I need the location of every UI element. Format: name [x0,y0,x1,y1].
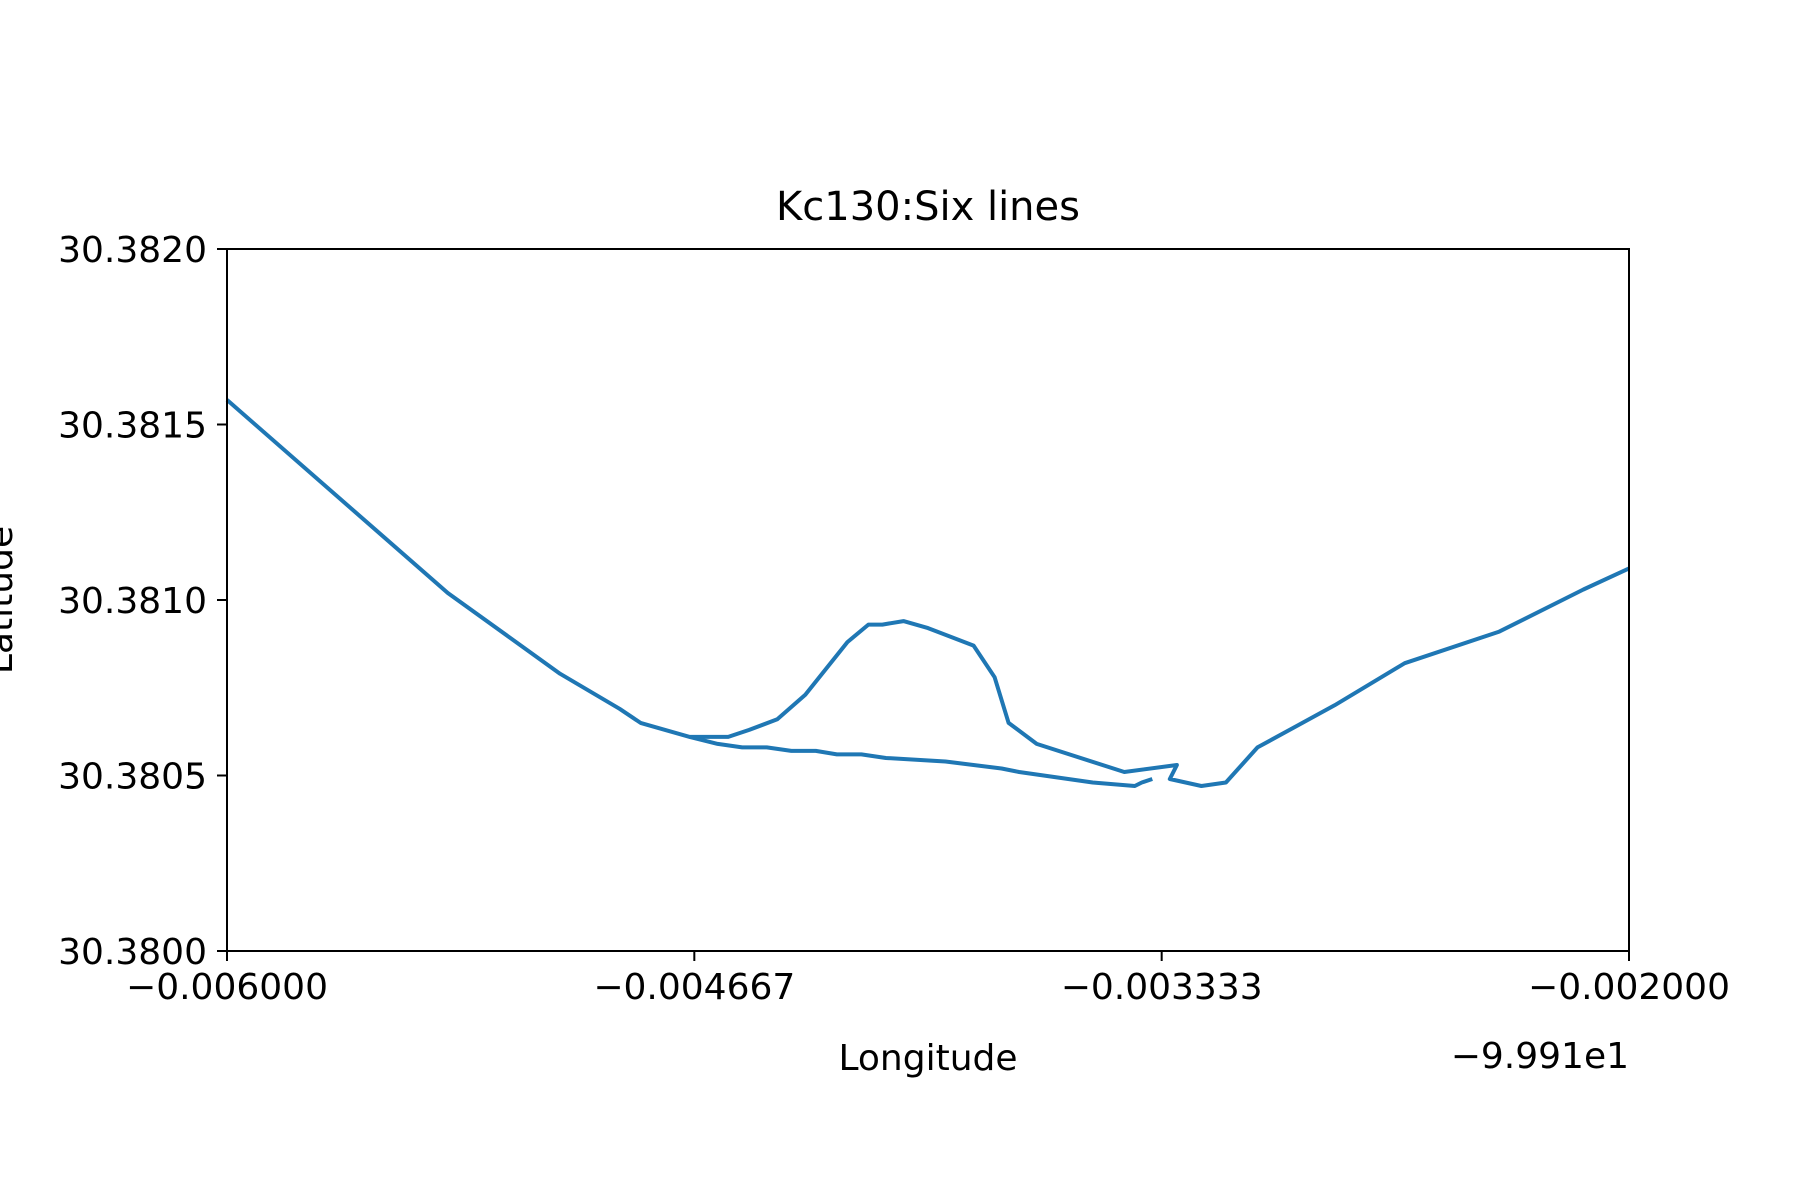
x-tick-label: −0.004667 [593,967,795,1008]
x-axis-label: Longitude [838,1038,1017,1079]
x-tick-label: −0.003333 [1061,967,1263,1008]
series-line-2 [689,734,1153,788]
y-tick-label: 30.3810 [58,581,207,622]
y-axis: 30.3800 30.3805 30.3810 30.3815 30.3820 [58,230,227,973]
x-tick-label: −0.002000 [1528,967,1730,1008]
y-tick-label: 30.3800 [58,932,207,973]
x-offset-label: −9.991e1 [1451,1036,1629,1077]
series-line-1 [225,398,1630,788]
y-tick-label: 30.3805 [58,757,207,798]
x-axis: −0.006000 −0.004667 −0.003333 −0.002000 [126,951,1730,1008]
x-tick-label: −0.006000 [126,967,328,1008]
y-tick-label: 30.3820 [58,230,207,271]
series-lines [225,398,1630,788]
plot-frame [226,248,1630,952]
y-tick-label: 30.3815 [58,406,207,447]
y-axis-label: Latitude [0,526,21,674]
chart-title: Kc130:Six lines [776,184,1080,230]
